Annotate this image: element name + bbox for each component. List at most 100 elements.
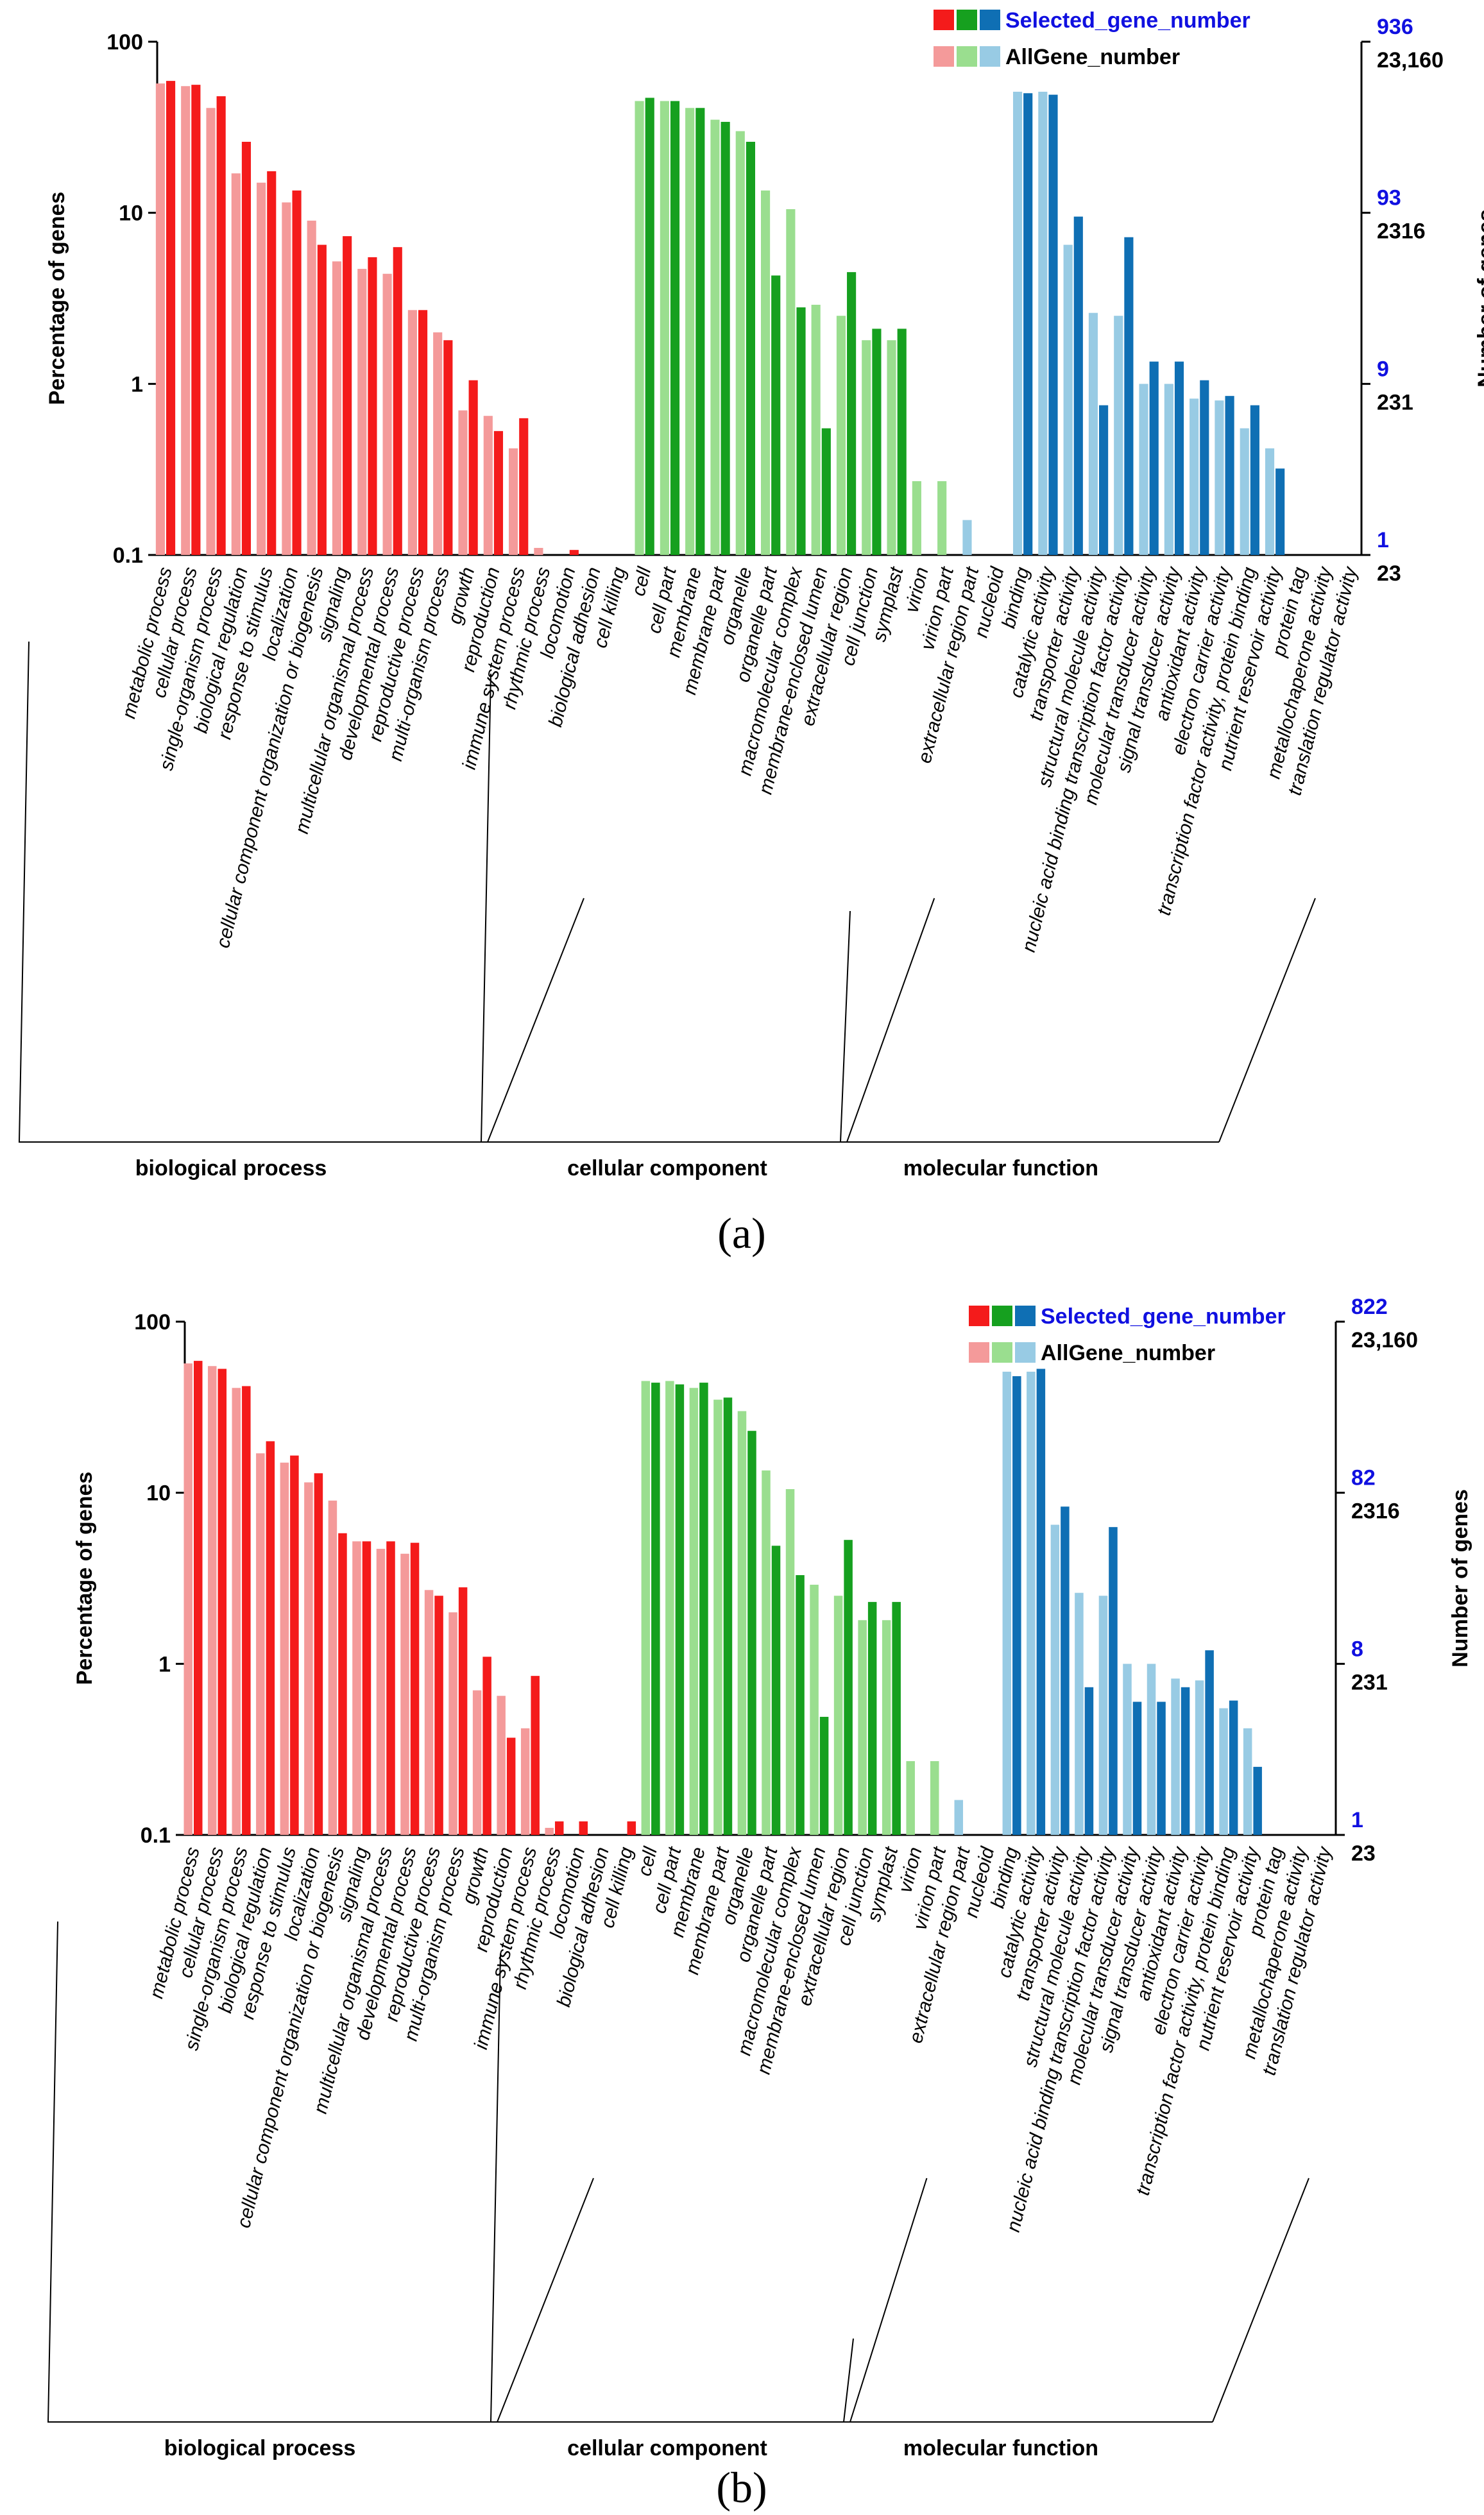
y-axis-title: Percentage of genes: [45, 192, 69, 405]
bar-selected-37: [1084, 1687, 1094, 1835]
bar-selected-28: [872, 328, 882, 555]
group-bracket-1: [480, 673, 847, 1143]
bar-all-23: [737, 1411, 747, 1835]
bar-all-7: [332, 261, 342, 555]
bar-all-32: [962, 520, 972, 555]
bar-selected-35: [1036, 1368, 1046, 1835]
right-tick-all: 231: [1377, 390, 1413, 414]
bar-all-6: [307, 220, 316, 555]
bar-selected-21: [695, 108, 705, 556]
bar-selected-11: [458, 1587, 468, 1835]
bar-selected-27: [844, 1540, 853, 1835]
panel-a: 100 936 23,160 10 93 2316 1 9 231 0.1 1 23 Percentag…: [18, 8, 1484, 1258]
bar-all-38: [1098, 1596, 1108, 1835]
legend-all-label: AllGene_number: [1041, 1341, 1215, 1365]
group-bracket-0: [47, 1921, 497, 2423]
bar-all-5: [304, 1482, 313, 1835]
bar-selected-42: [1205, 1650, 1214, 1835]
bar-selected-19: [651, 1383, 660, 1835]
bar-selected-6: [317, 244, 327, 555]
group-bracket-2: [839, 910, 1219, 1143]
bar-selected-40: [1174, 361, 1184, 555]
legend-swatch-all-cc: [992, 1342, 1012, 1363]
legend-swatch-selected-bp: [969, 1306, 989, 1326]
group-bracket-0: [18, 641, 488, 1143]
group-label: cellular component: [567, 2436, 767, 2460]
bar-all-6: [328, 1500, 337, 1835]
group-label: cellular component: [567, 1156, 767, 1181]
bar-selected-23: [746, 142, 755, 556]
bar-all-19: [641, 1381, 651, 1835]
right-tick-selected: 1: [1377, 528, 1389, 552]
bar-selected-1: [217, 1368, 227, 1835]
legend-swatch-selected-mf: [980, 10, 1000, 30]
bar-all-40: [1164, 384, 1173, 555]
bar-all-9: [382, 273, 392, 555]
bar-all-4: [257, 182, 266, 555]
bar-selected-39: [1132, 1701, 1142, 1835]
panel-b: 100 822 23,160 10 82 2316 1 8 231 0.1 1 23 Percentag…: [47, 1295, 1472, 2512]
bar-selected-44: [1275, 468, 1285, 555]
bar-all-28: [862, 340, 871, 555]
right-tick-selected: 822: [1351, 1295, 1388, 1319]
bar-all-36: [1050, 1524, 1060, 1835]
bar-all-15: [534, 547, 543, 555]
bar-selected-43: [1229, 1700, 1238, 1835]
y-tick-label: 0.1: [141, 1823, 171, 1848]
bar-selected-15: [554, 1821, 564, 1835]
legend-swatch-selected-mf: [1015, 1306, 1036, 1326]
bar-selected-25: [796, 307, 806, 555]
bar-all-21: [685, 108, 695, 556]
bar-selected-4: [290, 1455, 299, 1835]
bar-all-2: [232, 1388, 241, 1835]
bar-selected-36: [1061, 1506, 1070, 1835]
bar-selected-4: [267, 171, 277, 555]
bar-selected-3: [266, 1441, 275, 1835]
bar-selected-22: [721, 121, 730, 555]
group-bracket-slant-2: [1212, 2178, 1309, 2423]
right-tick-all: 23: [1377, 561, 1401, 586]
category-label-19: cell: [628, 564, 656, 598]
bar-all-39: [1123, 1664, 1132, 1835]
bar-all-11: [448, 1612, 457, 1835]
bar-all-38: [1114, 316, 1123, 555]
bar-selected-21: [699, 1383, 708, 1835]
bar-all-39: [1139, 384, 1148, 555]
bar-all-44: [1243, 1728, 1252, 1835]
bar-selected-12: [482, 1657, 491, 1835]
bar-all-10: [424, 1590, 434, 1835]
bar-all-20: [660, 101, 669, 555]
bar-selected-9: [393, 247, 402, 555]
bar-selected-41: [1181, 1687, 1190, 1835]
bar-selected-19: [645, 98, 654, 556]
y-axis-right-title: Number of genes: [1474, 209, 1484, 388]
bar-selected-43: [1250, 405, 1259, 555]
bar-selected-2: [242, 1386, 251, 1835]
group-bracket-2: [842, 2338, 1213, 2423]
group-bracket-slant-0: [497, 2178, 594, 2423]
bar-selected-16: [579, 1821, 588, 1835]
bar-selected-28: [867, 1601, 877, 1835]
bar-all-13: [483, 416, 493, 555]
group-bracket-slant-0: [487, 898, 584, 1143]
bar-selected-36: [1073, 216, 1083, 555]
bar-selected-0: [166, 81, 176, 555]
bar-all-22: [710, 119, 720, 555]
group-bracket-slant-2: [1218, 898, 1316, 1143]
bar-all-11: [433, 332, 443, 555]
bar-all-28: [858, 1620, 867, 1835]
bar-all-37: [1075, 1592, 1084, 1835]
bar-selected-26: [821, 428, 831, 555]
legend-selected-label: Selected_gene_number: [1005, 8, 1250, 33]
bar-all-34: [1012, 91, 1023, 555]
bar-all-0: [183, 1363, 192, 1835]
legend-swatch-all-cc: [957, 46, 977, 67]
bar-all-30: [906, 1760, 915, 1835]
group-label: molecular function: [903, 2436, 1098, 2460]
bar-selected-6: [338, 1533, 347, 1835]
bar-selected-38: [1109, 1527, 1118, 1835]
bar-all-29: [882, 1620, 891, 1835]
bar-all-19: [635, 101, 644, 555]
bar-selected-25: [796, 1575, 805, 1835]
